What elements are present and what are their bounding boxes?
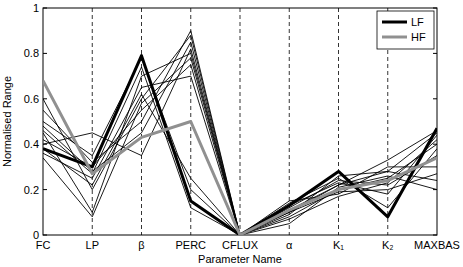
legend-label: HF [411, 31, 426, 43]
legend-box [377, 11, 434, 49]
x-tick-label: PERC [175, 239, 206, 251]
series-group [43, 31, 437, 235]
y-tick [43, 53, 47, 54]
x-tick-label: CFLUX [222, 239, 259, 251]
x-tick-label: α [286, 239, 293, 251]
series-line [43, 81, 437, 235]
y-tick-label: 0.6 [24, 93, 39, 105]
grid-line [240, 8, 241, 235]
grid-line [338, 8, 339, 235]
y-tick [43, 8, 47, 9]
y-tick [43, 235, 47, 236]
y-tick-label: 1 [33, 2, 39, 14]
series-line [43, 49, 437, 235]
legend-swatch [382, 36, 407, 39]
x-tick-label: FC [36, 239, 51, 251]
grid-line [92, 8, 93, 235]
y-tick [43, 189, 47, 190]
x-tick-label: K₂ [382, 239, 394, 251]
y-tick-label: 0.4 [24, 138, 39, 150]
y-axis-label: Normalised Range [1, 76, 13, 167]
x-axis-label: Parameter Name [198, 253, 282, 265]
y-tick-label: 0.2 [24, 184, 39, 196]
series-line [43, 35, 437, 235]
x-tick-label: K₁ [333, 239, 344, 251]
y-tick [433, 98, 437, 99]
x-tick-label: LP [86, 239, 99, 251]
x-tick-label: β [138, 239, 144, 251]
series-line [43, 67, 437, 235]
plot-frame [43, 8, 437, 235]
series-line [43, 31, 437, 235]
x-tick-label: MAXBAS [414, 239, 460, 251]
series-line [43, 42, 437, 235]
y-tick [433, 53, 437, 54]
series-line [43, 76, 437, 235]
legend: LF HF [377, 11, 434, 49]
y-tick-label: 0.8 [24, 47, 39, 59]
legend-swatch [382, 21, 407, 24]
series-line [43, 56, 437, 235]
chart: 00.20.40.60.81FCLPβPERCCFLUXαK₁K₂MAXBASP… [0, 0, 463, 267]
y-tick [433, 235, 437, 236]
legend-label: LF [411, 16, 424, 28]
series-line [43, 53, 437, 235]
y-tick [433, 8, 437, 9]
